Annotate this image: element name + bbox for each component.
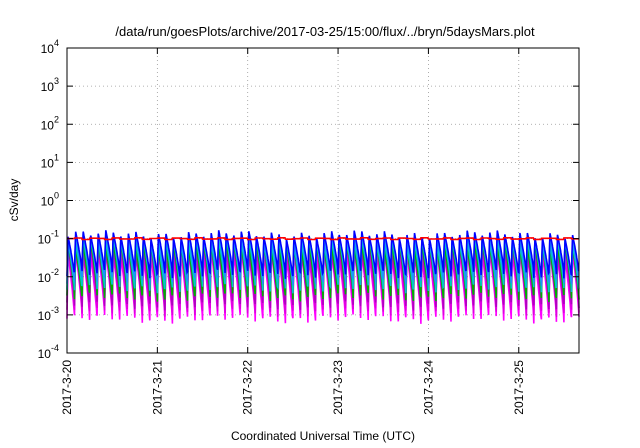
y-tick-label: 103 — [41, 76, 59, 94]
y-tick-label: 100 — [41, 191, 59, 209]
y-tick-label: 10-2 — [38, 267, 59, 285]
x-tick-label: 2017-3-21 — [150, 360, 164, 415]
y-tick-label: 101 — [41, 152, 59, 170]
series-group — [66, 230, 580, 324]
y-tick-label: 10-1 — [38, 229, 59, 247]
x-tick-label: 2017-3-23 — [331, 360, 345, 415]
x-axis-label: Coordinated Universal Time (UTC) — [231, 429, 415, 443]
chart-title: /data/run/goesPlots/archive/2017-03-25/1… — [115, 24, 535, 39]
y-tick-label: 10-4 — [38, 343, 59, 361]
y-axis-label: cSv/day — [7, 179, 21, 222]
series-line — [67, 237, 580, 241]
x-axis: 2017-3-20 2017-3-21 2017-3-22 2017-3-23 2017… — [60, 48, 526, 415]
y-tick-label: 102 — [41, 114, 59, 132]
y-axis: 10-4 10-3 10-2 10-1 100 101 102 103 104 — [38, 38, 579, 361]
x-tick-label: 2017-3-22 — [241, 360, 255, 415]
x-tick-label: 2017-3-25 — [512, 360, 526, 415]
series-line — [66, 230, 580, 279]
x-tick-label: 2017-3-24 — [421, 360, 435, 415]
x-tick-label: 2017-3-20 — [60, 360, 74, 415]
y-tick-label: 104 — [41, 38, 59, 56]
y-tick-label: 10-3 — [38, 305, 59, 323]
